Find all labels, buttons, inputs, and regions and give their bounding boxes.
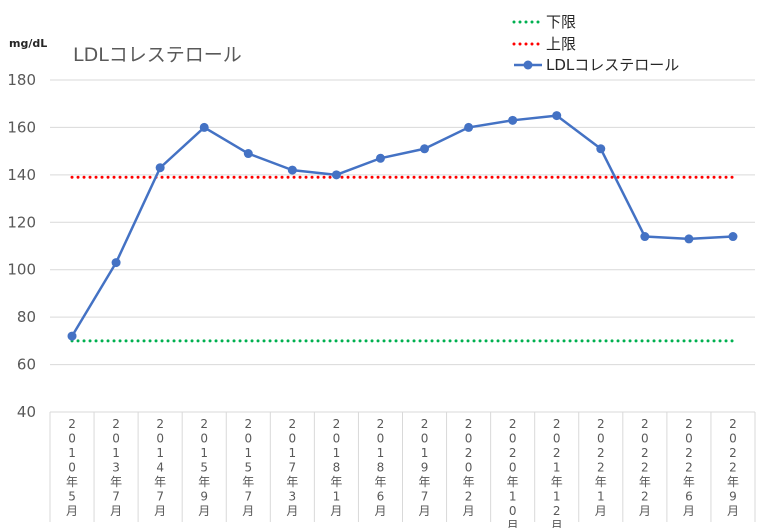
data-point (155, 163, 165, 173)
data-point (67, 331, 77, 341)
data-point (640, 232, 650, 242)
data-point (420, 144, 430, 154)
chart-title: LDLコレステロール (73, 44, 242, 66)
data-point (287, 165, 297, 175)
y-tick-label: 160 (7, 118, 36, 136)
legend-label: 上限 (546, 35, 576, 53)
series-group (67, 111, 738, 343)
legend-label: 下限 (546, 13, 576, 31)
y-tick-label: 60 (17, 356, 36, 374)
y-tick-label: 120 (7, 213, 36, 231)
data-point (552, 111, 562, 121)
legend-label: LDLコレステロール (546, 56, 679, 74)
y-axis-ticks: 40 60 80 100 120 140 160 180 (7, 71, 36, 421)
gridlines (49, 79, 756, 522)
data-point (464, 122, 474, 132)
legend-marker (523, 60, 533, 70)
x-axis-ticks: 2 0 1 0 年 5 月 2 0 1 3 年 7 月 2 0 1 4 年 7 月 2 0 1 5 年 9 月 2 0 1 5 年 7 月 2 0 1 7 年… (66, 417, 739, 528)
data-point (596, 144, 606, 154)
y-axis-unit-label: mg/dL (9, 37, 47, 50)
y-tick-label: 140 (7, 166, 36, 184)
series-line (70, 114, 734, 337)
y-tick-label: 80 (17, 308, 36, 326)
data-point (508, 115, 518, 125)
data-point (199, 122, 209, 132)
y-tick-label: 180 (7, 71, 36, 89)
data-point (728, 232, 738, 242)
data-point (684, 234, 694, 244)
y-tick-label: 100 (7, 261, 36, 279)
data-point (375, 153, 385, 163)
y-tick-label: 40 (17, 403, 36, 421)
data-point (243, 149, 253, 159)
data-point (111, 258, 121, 268)
data-point (331, 170, 341, 180)
